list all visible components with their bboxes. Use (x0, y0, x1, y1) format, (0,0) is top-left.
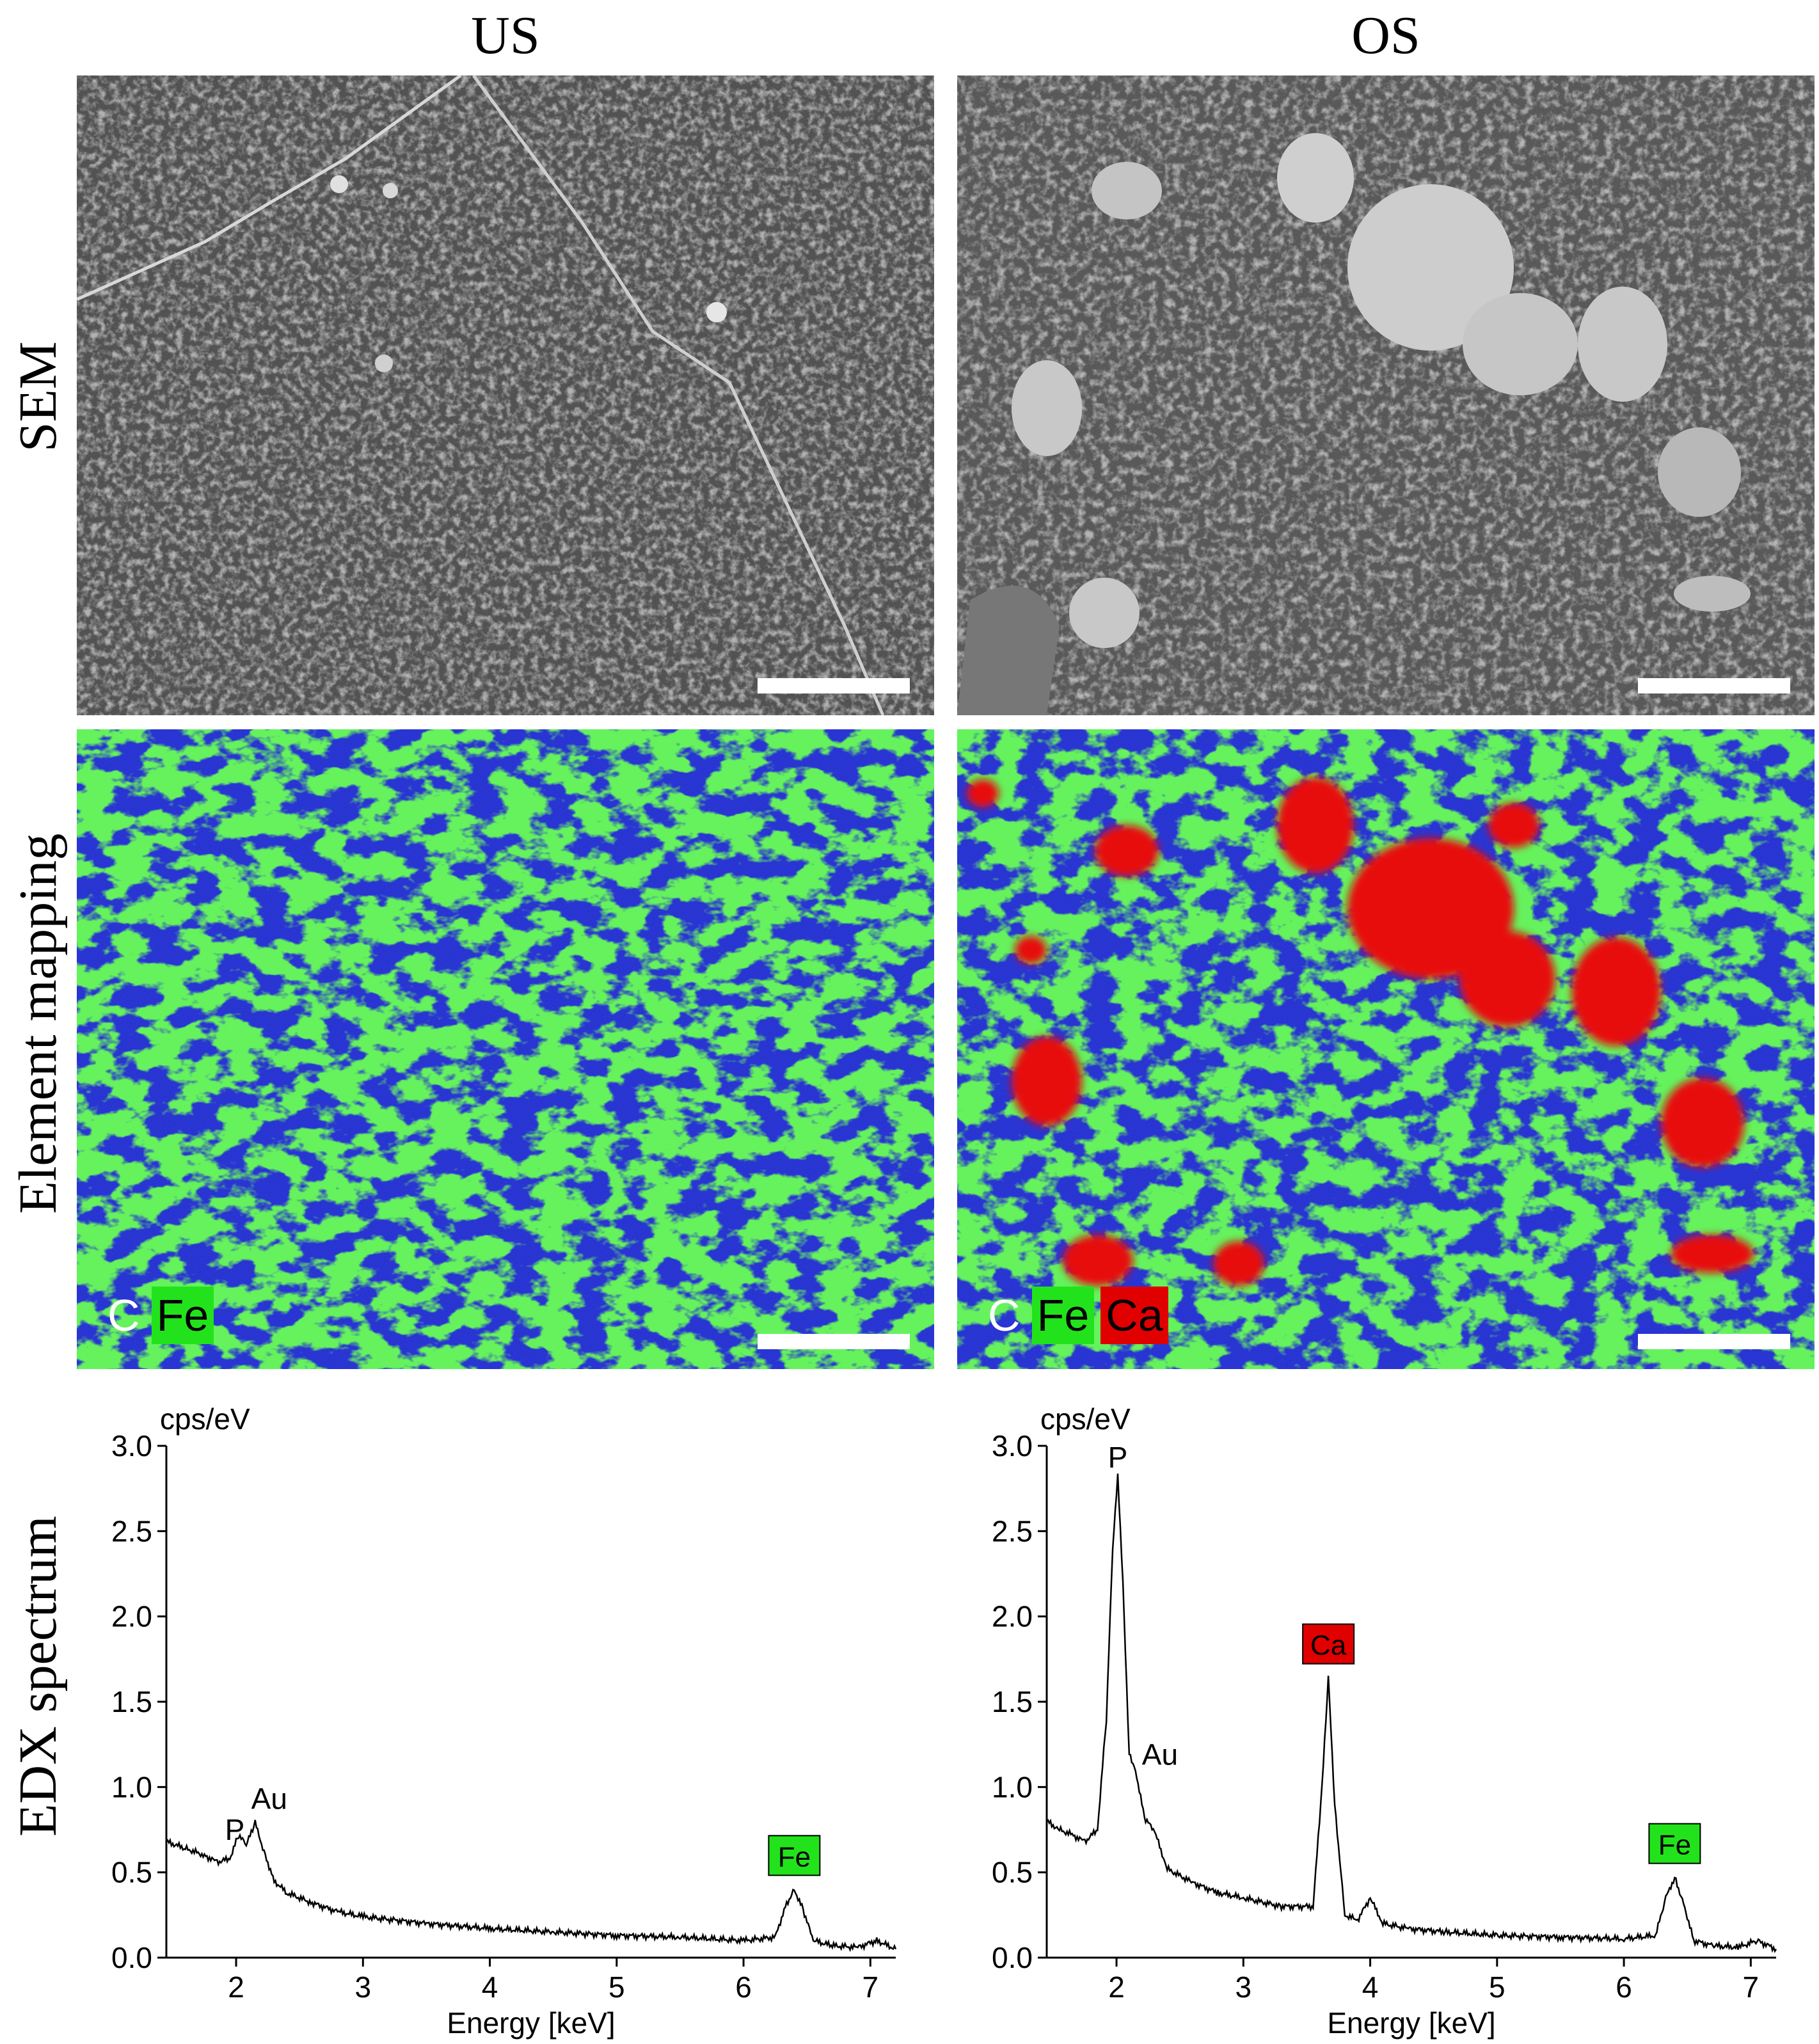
chart-os-peak-label-ca: Ca (1302, 1623, 1355, 1665)
element-map-us-texture (77, 729, 934, 1369)
chart-os-y-axis-label: cps/eV (1040, 1402, 1131, 1436)
edx-chart-us: 0.0 0.5 1.0 1.5 2.0 2.5 3.0 2 3 4 5 6 7 cps/eV Energy … (77, 1388, 934, 2044)
element-legend-us: C Fe (102, 1285, 214, 1346)
chart-os-peak-label-fe: Fe (1648, 1823, 1701, 1864)
row-label-sem: SEM (8, 341, 68, 452)
chart-us-y-tick-label: 2.0 (111, 1600, 152, 1633)
element-map-us (77, 729, 934, 1369)
chart-us-y-tick-label: 1.5 (111, 1685, 152, 1718)
scale-bar-sem-os (1638, 678, 1790, 693)
chart-us-x-tick-label: 7 (862, 1970, 879, 2004)
chart-us-x-tick-label: 3 (355, 1970, 372, 2004)
chart-us-y-tick-label: 3.0 (111, 1429, 152, 1462)
column-title-us: US (471, 6, 540, 65)
column-title-os: OS (1351, 6, 1420, 65)
edx-chart-os: 0.0 0.5 1.0 1.5 2.0 2.5 3.0 2 3 4 5 6 7 cps/eV Energy … (957, 1388, 1815, 2044)
chart-os-peak-label-p: P (1108, 1441, 1128, 1474)
chart-us-peak-label-p: P (225, 1813, 245, 1846)
chart-os-x-tick-label: 7 (1743, 1970, 1759, 2004)
chart-os-x-tick-label: 3 (1235, 1970, 1252, 2004)
element-map-os (957, 729, 1815, 1369)
sem-image-os (957, 75, 1815, 715)
chart-us-y-tick-label: 0.5 (111, 1856, 152, 1889)
scale-bar-sem-us (758, 678, 910, 693)
chart-us-y-tick-label: 0.0 (111, 1941, 152, 1974)
element-map-os-texture (957, 729, 1815, 1369)
row-label-edx-spectrum: EDX spectrum (8, 1516, 68, 1837)
chart-os-peak-label-text: Ca (1310, 1630, 1347, 1661)
chart-us-peak-label-box (768, 1835, 821, 1876)
chart-os-peak-label-box (1302, 1623, 1355, 1665)
chart-os-x-tick-label: 6 (1616, 1970, 1632, 2004)
sem-image-us (77, 75, 934, 715)
chart-us-peak-label-text: Fe (778, 1841, 811, 1873)
legend-fe: Fe (1031, 1287, 1095, 1344)
chart-os-y-tick-label: 0.5 (992, 1856, 1033, 1889)
chart-us-y-tick-label: 1.0 (111, 1770, 152, 1803)
chart-os-peak-label-au: Au (1142, 1738, 1178, 1771)
legend-ca: Ca (1100, 1287, 1168, 1344)
chart-os-x-tick-label: 2 (1108, 1970, 1125, 2004)
chart-os-y-tick-label: 0.0 (992, 1941, 1033, 1974)
scale-bar-map-os (1638, 1334, 1790, 1349)
legend-fe: Fe (151, 1287, 214, 1344)
chart-us-y-tick-label: 2.5 (111, 1514, 152, 1548)
row-label-element-mapping: Element mapping (8, 833, 68, 1214)
chart-us-x-tick-label: 2 (228, 1970, 244, 2004)
sem-os-texture (957, 75, 1815, 715)
edx-chart-us-svg: 0.0 0.5 1.0 1.5 2.0 2.5 3.0 2 3 4 5 6 7 cps/eV Energy … (111, 1402, 897, 2040)
chart-us-x-axis-label: Energy [keV] (447, 2006, 615, 2040)
chart-us-x-tick-label: 5 (608, 1970, 625, 2004)
sem-us-texture (77, 75, 934, 715)
chart-os-x-axis-label: Energy [keV] (1327, 2006, 1495, 2040)
chart-os-x-tick-label: 5 (1489, 1970, 1505, 2004)
chart-us-peak-label-fe: Fe (768, 1835, 821, 1876)
chart-os-y-tick-label: 2.0 (992, 1600, 1033, 1633)
legend-c: C (107, 1290, 140, 1340)
legend-c: C (988, 1290, 1021, 1340)
chart-os-peak-label-box (1648, 1823, 1701, 1864)
chart-os-peak-label-text: Fe (1658, 1830, 1691, 1861)
chart-os-y-tick-label: 2.5 (992, 1514, 1033, 1548)
chart-us-x-tick-label: 4 (482, 1970, 498, 2004)
chart-us-x-tick-label: 6 (735, 1970, 752, 2004)
chart-os-x-tick-label: 4 (1362, 1970, 1379, 2004)
edx-chart-os-svg: 0.0 0.5 1.0 1.5 2.0 2.5 3.0 2 3 4 5 6 7 cps/eV Energy … (992, 1402, 1777, 2040)
chart-os-y-tick-label: 1.0 (992, 1770, 1033, 1803)
chart-us-spectrum-line (166, 1819, 897, 1953)
chart-us-y-axis-label: cps/eV (160, 1402, 250, 1436)
chart-os-spectrum-line (1046, 1473, 1777, 1953)
chart-us-peak-label-au: Au (251, 1782, 287, 1815)
element-legend-os: C Fe Ca (983, 1285, 1168, 1346)
chart-os-y-tick-label: 3.0 (992, 1429, 1033, 1462)
scale-bar-map-us (758, 1334, 910, 1349)
chart-os-y-tick-label: 1.5 (992, 1685, 1033, 1718)
